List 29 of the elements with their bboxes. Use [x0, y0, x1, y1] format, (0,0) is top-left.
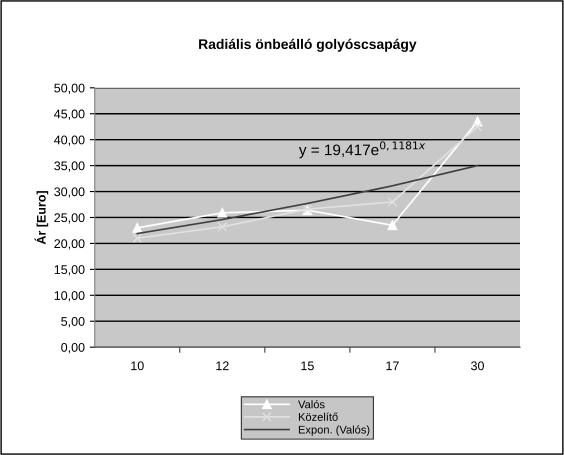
legend-label: Expon. (Valós)	[298, 425, 370, 436]
x-tick-label: 15	[301, 362, 314, 370]
y-tick-label: 25,00	[54, 213, 85, 224]
y-tick-label: 35,00	[54, 161, 85, 172]
point	[132, 223, 142, 233]
annotation: y = 19,417e$^{0,1181x}$	[298, 141, 426, 158]
point	[132, 233, 142, 244]
chart-title: Radiális önbeálló golyóscsapágy	[199, 38, 417, 52]
legend-label: Közelítő	[298, 412, 338, 421]
y-tick-label: 30,00	[54, 187, 85, 198]
y-tick-label: 10,00	[54, 291, 85, 302]
y-tick-label: 50,00	[54, 84, 85, 94]
point	[217, 208, 228, 218]
x-tick-label: 17	[386, 362, 399, 370]
y-tick-label: 5,00	[61, 317, 85, 328]
y-tick-label: 45,00	[54, 110, 85, 120]
y-tick-label: 0,00	[61, 342, 85, 354]
y-axis-title: Ár [Euro]	[34, 191, 48, 244]
x-tick-label: 30	[471, 361, 484, 370]
point	[472, 122, 482, 132]
legend-label: Valós	[298, 400, 325, 408]
point	[388, 220, 398, 230]
y-tick-label: 40,00	[54, 135, 85, 146]
x-tick-label: 10	[131, 361, 144, 370]
point	[217, 222, 228, 232]
x-tick-label: 12	[216, 361, 229, 370]
y-tick-label: 20,00	[54, 239, 85, 250]
point	[388, 197, 398, 207]
y-tick-label: 15,00	[54, 265, 85, 276]
